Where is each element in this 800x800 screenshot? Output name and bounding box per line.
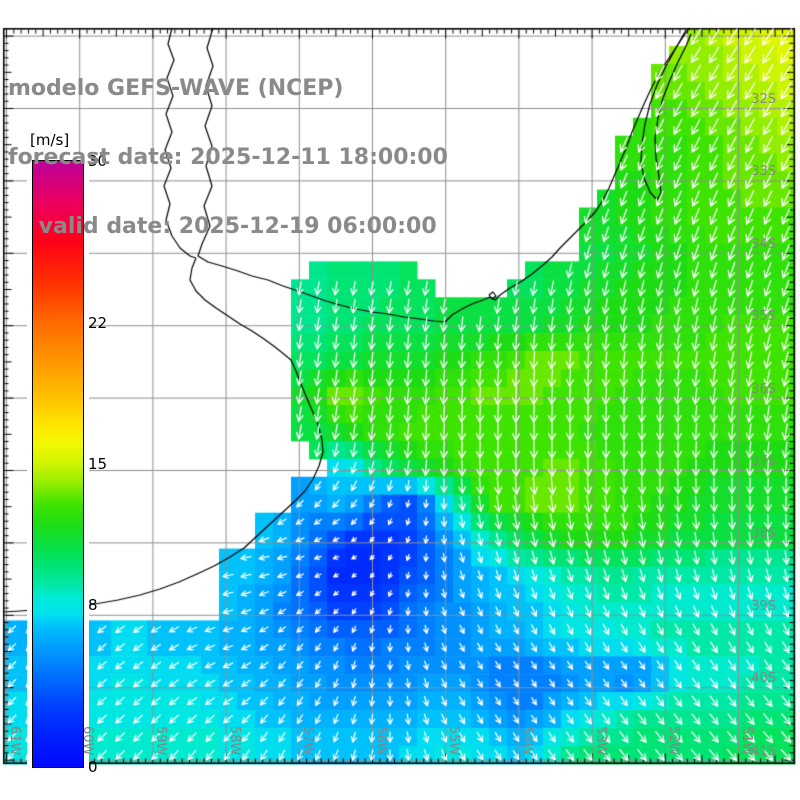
lon-label-53W: 53W <box>593 726 608 756</box>
lon-label-52W: 52W <box>666 726 681 756</box>
lat-label-39S: 39S <box>751 599 776 614</box>
lon-label-55W: 55W <box>446 726 461 756</box>
colorbar <box>32 160 84 768</box>
lat-label-32S: 32S <box>751 92 776 107</box>
lat-label-33S: 33S <box>751 164 776 179</box>
lat-label-36S: 36S <box>751 382 776 397</box>
lat-label-34S: 34S <box>751 237 776 252</box>
lon-label-60W: 60W <box>80 726 95 756</box>
forecast-header: modelo GEFS-WAVE (NCEP) forecast date: 2… <box>8 31 448 284</box>
colorbar-tick-8: 8 <box>88 596 98 615</box>
title-valid-date: valid date: 2025-12-19 06:00:00 <box>8 214 437 239</box>
colorbar-tick-22: 22 <box>88 313 108 332</box>
colorbar-tick-0: 0 <box>88 758 98 776</box>
lat-label-38S: 38S <box>751 526 776 541</box>
lon-label-59W: 59W <box>153 726 168 756</box>
colorbar-gradient <box>33 161 83 767</box>
colorbar-tick-15: 15 <box>88 455 108 473</box>
colorbar-tick-30: 30 <box>88 152 108 170</box>
lon-label-51W: 51W <box>739 726 754 756</box>
lon-label-54W: 54W <box>519 726 534 756</box>
lat-label-41S: 41S <box>751 744 776 759</box>
lat-label-35S: 35S <box>751 309 776 324</box>
lon-label-57W: 57W <box>300 726 315 756</box>
lat-label-40S: 40S <box>751 671 776 686</box>
lon-label-58W: 58W <box>227 726 242 756</box>
lon-label-61W: 61W <box>7 726 22 756</box>
lon-label-56W: 56W <box>373 726 388 756</box>
title-forecast-date: forecast date: 2025-12-11 18:00:00 <box>8 145 448 170</box>
colorbar-unit-label: [m/s] <box>28 131 72 149</box>
lat-label-37S: 37S <box>751 454 776 469</box>
title-model: modelo GEFS-WAVE (NCEP) <box>8 76 344 101</box>
